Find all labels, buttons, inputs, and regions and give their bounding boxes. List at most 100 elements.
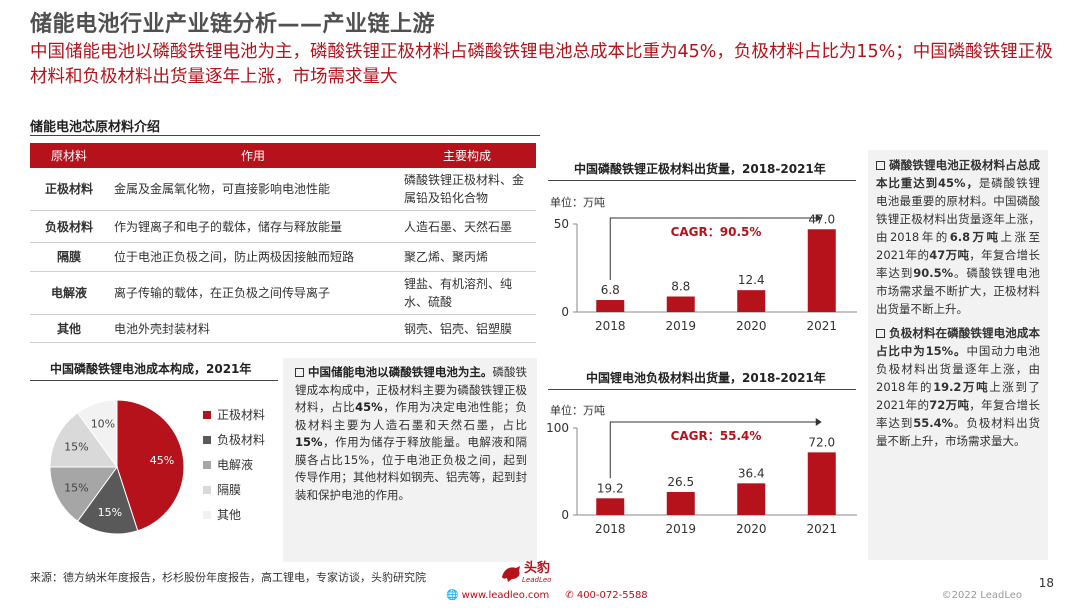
bar-value-label: 12.4 [738,273,765,287]
cathode-bar-chart: 单位：万吨 0 50 6.8 2018 8.8 2019 12.4 2020 47.0 2021 CA… [550,195,857,333]
table-row: 电解液 离子传输的载体，在正负极之间传导离子 锂盐、有机溶剂、纯水、硫酸 [30,271,536,315]
cagr-annotation: CAGR：90.5% [671,225,762,239]
note-text: 是磷酸铁锂电池最重要的原材料。中国磷酸铁锂正极材料出货量逐年上涨，由2018年的 [876,176,1040,244]
source-note: 来源：德方纳米年度报告，杉杉股份年度报告，高工锂电，专家访谈，头豹研究院 [30,571,426,584]
table-header-row: 原材料 作用 主要构成 [30,143,536,168]
note-text: ，年复合增长率达到 [876,248,1040,280]
legend-label: 其他 [217,508,242,522]
pie-slice [116,399,185,532]
bar [737,483,766,515]
note-bold: 55.4% [913,416,954,430]
pie-legend: 正极材料 负极材料 电解液 隔膜 其他 [203,402,265,527]
y-tick-label: 0 [561,305,569,319]
material-role: 电池外壳封装材料 [108,314,398,343]
note-text: 。磷酸铁锂电池市场需求量不断扩大，正极材料出货量不断上升。 [876,266,1041,316]
note-lead: 磷酸铁锂电池正极材料占总成本比重达到45%， [876,158,1040,190]
note-bold: 72万吨 [929,398,970,412]
note-text: 上涨至2021年的 [876,230,1040,262]
bar-value-label: 26.5 [667,475,694,489]
legend-item: 负极材料 [203,427,265,452]
materials-table: 原材料 作用 主要构成 正极材料 金属及金属氧化物，可直接影响电池性能 磷酸铁锂… [30,143,536,343]
table-row: 隔膜 位于电池正负极之间，防止两极因接触而短路 聚乙烯、聚丙烯 [30,242,536,272]
cagr-arrow-icon [815,418,822,426]
note-text: 中国动力电池负极材料出货量逐年上涨，由2018年的 [876,344,1040,394]
checkbox-bullet-icon [295,368,304,377]
column-header: 主要构成 [398,143,536,168]
material-name: 其他 [30,314,108,343]
chart-title-divider [548,180,856,181]
pie-slice-label: 15% [64,440,88,453]
note-bold: 6.8万吨 [949,230,1001,244]
legend-swatch [203,410,211,419]
note-bold: 19.2万吨 [933,380,990,394]
bar-value-label: 19.2 [597,481,624,495]
material-name: 正极材料 [30,168,108,211]
cagr-arrow-icon [815,214,822,222]
checkbox-bullet-icon [876,329,885,338]
anode-bar-chart: 单位：万吨 0 100 19.2 2018 26.5 2019 36.4 2020 72.0 202… [546,403,857,536]
legend-swatch [203,460,211,469]
materials-section-title: 储能电池芯原材料介绍 [30,120,161,135]
phone-text: 400-072-5588 [576,590,648,601]
note-paragraph: 负极材料在磷酸铁锂电池成本占比中为15%。中国动力电池负极材料出货量逐年上涨，由… [876,324,1040,450]
x-tick-label: 2018 [595,319,626,333]
leopard-logo-icon [502,566,520,582]
table-row: 负极材料 作为锂离子和电子的载体，储存与释放能量 人造石墨、天然石墨 [30,210,536,243]
note-bold: 90.5% [913,266,954,280]
legend-label: 电解液 [217,458,254,472]
bar [666,491,695,515]
legend-label: 负极材料 [217,433,266,447]
bar-value-label: 8.8 [671,280,690,294]
pie-slice-label: 15% [98,506,122,519]
pie-slice-label: 10% [91,418,115,431]
section-divider [30,135,540,136]
legend-item: 其他 [203,502,265,527]
page-subtitle: 中国储能电池以磷酸铁锂电池为主，磷酸铁锂正极材料占磷酸铁锂电池总成本比重为45%… [30,42,1053,87]
legend-swatch [203,435,211,444]
logo-text: 头豹 [524,561,551,576]
bar [666,296,695,312]
legend-item: 电解液 [203,452,265,477]
x-tick-label: 2021 [806,522,837,536]
note-text: 上涨到了2021年的 [876,380,1040,412]
page-title: 储能电池行业产业链分析——产业链上游 [30,12,436,37]
note-paragraph: 磷酸铁锂电池正极材料占总成本比重达到45%，是磷酸铁锂电池最重要的原材料。中国磷… [876,156,1040,318]
logo-subtext: LeadLeo [522,576,552,584]
cagr-bracket [609,421,818,479]
x-tick-label: 2021 [806,319,837,333]
page-number: 18 [1038,576,1054,590]
note-text: 磷酸铁锂成本构成中，正极材料主要为磷酸铁锂正极材料，占比 [295,365,528,414]
pie-chart-title: 中国磷酸铁锂电池成本构成，2021年 [50,362,252,376]
bar [596,498,625,515]
pie-slice [76,399,118,469]
note-lead: 负极材料在磷酸铁锂电池成本占比中为15%。 [876,326,1040,358]
pie-title-divider [30,380,278,381]
bar [596,300,625,312]
material-name: 负极材料 [30,210,108,243]
anode-chart-title: 中国锂电池负极材料出货量，2018-2021年 [586,371,826,385]
phone-number: ✆ 400-072-5588 [565,590,648,601]
table-row: 其他 电池外壳封装材料 钢壳、铝壳、铝塑膜 [30,314,536,343]
material-role: 金属及金属氧化物，可直接影响电池性能 [108,168,398,211]
legend-label: 正极材料 [217,408,266,422]
website-text: www.leadleo.com [461,590,550,601]
note-text: 。负极材料出货量不断上升，市场需求量大。 [876,416,1041,448]
material-composition: 人造石墨、天然石墨 [398,210,536,243]
pie-slice-label: 15% [64,482,88,495]
note-bold: 15% [295,435,323,449]
chart-title-divider [548,389,856,390]
pie-slice [76,465,139,535]
website-link[interactable]: 🌐 www.leadleo.com [446,590,550,601]
material-role: 位于电池正负极之间，防止两极因接触而短路 [108,242,398,272]
bar-value-label: 72.0 [808,435,835,449]
note-bold: 47万吨 [929,248,970,262]
pie-slice [49,466,118,522]
material-role: 作为锂离子和电子的载体，储存与释放能量 [108,210,398,243]
bar [807,229,836,312]
bar-value-label: 6.8 [601,283,620,297]
column-header: 作用 [108,143,398,168]
note-lead: 中国储能电池以磷酸铁锂电池为主。 [308,365,493,379]
material-name: 隔膜 [30,242,108,272]
column-header: 原材料 [30,143,108,168]
x-tick-label: 2020 [736,319,767,333]
